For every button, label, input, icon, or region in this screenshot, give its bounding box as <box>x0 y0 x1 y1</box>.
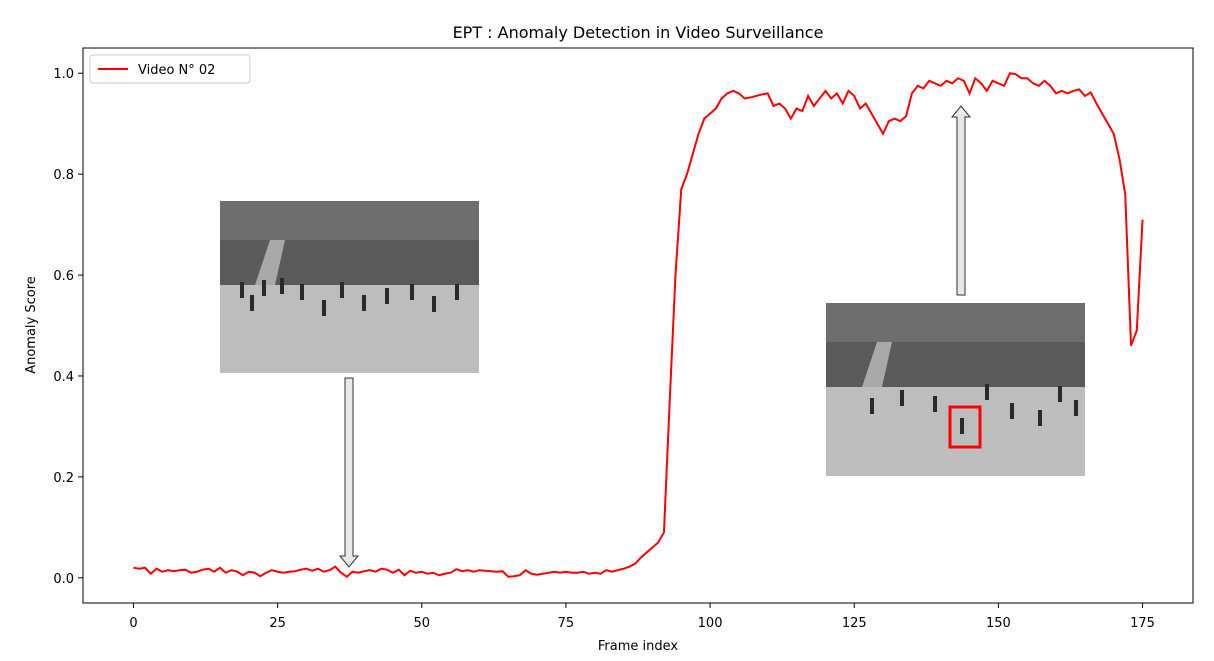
y-tick-label: 0.4 <box>53 370 74 385</box>
arrow <box>950 105 972 296</box>
x-tick-label: 150 <box>986 616 1011 631</box>
x-tick-label: 125 <box>842 616 867 631</box>
chart-title: EPT : Anomaly Detection in Video Surveil… <box>453 23 824 42</box>
x-tick-label: 100 <box>698 616 723 631</box>
x-axis-label: Frame index <box>598 639 679 654</box>
x-tick-label: 0 <box>129 616 137 631</box>
arrow <box>338 377 360 568</box>
x-tick-label: 175 <box>1130 616 1155 631</box>
inset-image <box>220 201 479 373</box>
inset-image <box>826 303 1085 476</box>
x-tick-label: 25 <box>269 616 286 631</box>
y-tick-label: 0.2 <box>53 471 74 486</box>
plot-frame <box>82 47 1194 604</box>
y-tick-label: 0.0 <box>53 572 74 587</box>
y-axis-label: Anomaly Score <box>24 276 39 374</box>
y-tick-label: 0.8 <box>53 168 74 183</box>
x-tick-label: 50 <box>413 616 430 631</box>
legend-box <box>89 54 251 84</box>
legend-label: Video N° 02 <box>138 63 215 78</box>
x-tick-label: 75 <box>558 616 575 631</box>
data-line <box>133 72 1144 579</box>
y-tick-label: 1.0 <box>53 67 74 82</box>
y-tick-label: 0.6 <box>53 269 74 284</box>
